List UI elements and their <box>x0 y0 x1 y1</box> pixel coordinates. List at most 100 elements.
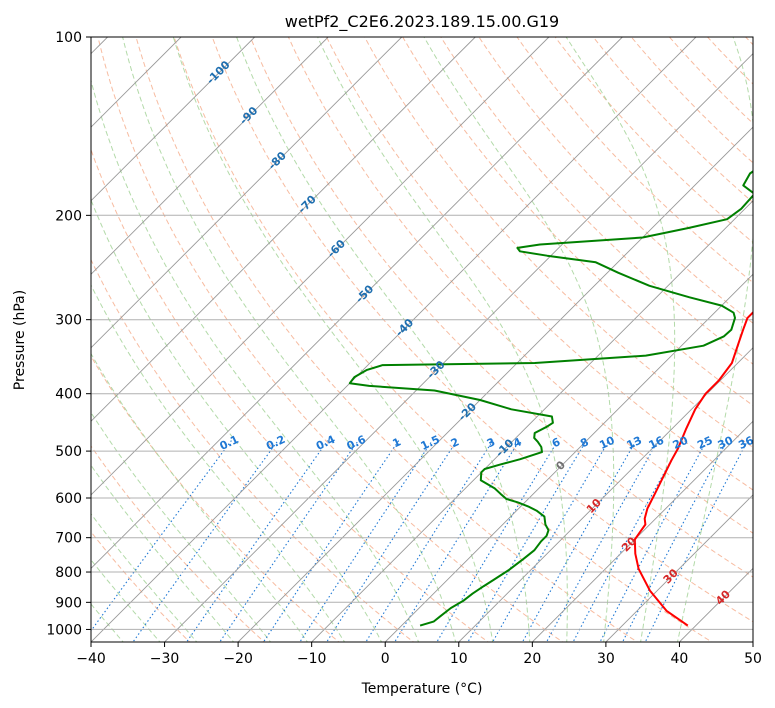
isotherm-line <box>237 126 753 642</box>
mixing-ratio-label: 2 <box>449 435 461 450</box>
dry-adiabat <box>135 37 639 642</box>
mixing-ratio-line <box>436 440 559 642</box>
isotherm-label: 10 <box>584 496 604 516</box>
y-tick-label: 200 <box>55 208 82 224</box>
dry-adiabat <box>744 37 753 46</box>
mixing-ratio-label: 20 <box>671 434 691 452</box>
background-lines <box>91 24 775 645</box>
x-tick-label: 30 <box>597 651 615 667</box>
mixing-ratio-label: 1.5 <box>419 433 442 453</box>
isotherm-label: 40 <box>713 587 733 607</box>
x-tick-label: 0 <box>381 651 390 667</box>
isotherm-label: -70 <box>296 193 319 216</box>
isotherm-line <box>91 37 256 202</box>
mixing-ratio-label: 1 <box>390 435 402 450</box>
mixing-ratio-label: 8 <box>578 435 590 450</box>
mixing-ratio-line <box>545 440 659 642</box>
isotherm-label: -60 <box>325 237 348 260</box>
y-tick-label: 800 <box>55 565 82 581</box>
moist-adiabat <box>91 198 383 642</box>
y-tick-label: 1000 <box>46 622 82 638</box>
moist-adiabat <box>172 37 494 642</box>
dry-adiabat <box>97 37 564 642</box>
dry-adiabat <box>287 37 753 534</box>
isotherm-label: -20 <box>456 400 479 423</box>
x-tick-label: −10 <box>297 651 327 667</box>
dry-adiabat <box>173 37 713 642</box>
mixing-ratio-line <box>644 440 749 642</box>
plot-frame <box>90 36 754 643</box>
isotherm-line <box>311 200 753 642</box>
y-tick-label: 700 <box>55 531 82 547</box>
mixing-ratio-line <box>326 440 458 642</box>
mixing-ratio-label: 13 <box>625 434 644 452</box>
mixing-ratio-line <box>621 440 728 642</box>
moist-adiabat <box>91 352 309 642</box>
x-tick-label: −30 <box>150 651 180 667</box>
mixing-ratio-line <box>365 440 494 642</box>
isoline-labels: -100-90-80-70-60-50-40-30-20-10010203040… <box>204 58 753 608</box>
axis-ticks: −40 −30 −20 −10 0 10 20 30 40 5010020030040050060… <box>46 30 762 667</box>
mixing-ratio-label: 10 <box>597 434 617 452</box>
dry-adiabat <box>440 37 753 365</box>
mixing-ratio-line <box>572 440 683 642</box>
isotherm-label: -80 <box>266 149 289 172</box>
x-tick-label: 50 <box>744 651 762 667</box>
mixing-ratio-label: 0.6 <box>345 433 368 453</box>
mixing-ratio-line <box>185 440 329 642</box>
dry-adiabat <box>91 148 489 642</box>
dry-adiabat <box>771 24 775 645</box>
dry-adiabat <box>630 37 753 164</box>
isotherm-line <box>91 37 403 349</box>
isotherm-label: -100 <box>204 58 233 87</box>
dewpoint-profile-line <box>348 170 753 627</box>
mixing-ratio-line <box>394 440 520 642</box>
isotherm-line <box>752 641 753 642</box>
isotherm-line <box>91 37 476 422</box>
dry-adiabat <box>516 37 753 284</box>
isotherm-line <box>164 52 753 642</box>
moist-adiabat <box>91 283 346 642</box>
x-tick-label: −20 <box>223 651 253 667</box>
isotherm-label: -30 <box>424 358 447 381</box>
isotherm-line <box>458 347 753 642</box>
dry-adiabat <box>325 37 753 491</box>
dry-adiabat <box>249 37 753 578</box>
mixing-ratio-line <box>91 440 232 632</box>
y-tick-label: 900 <box>55 595 82 611</box>
moist-adiabat <box>91 464 235 642</box>
x-tick-label: 20 <box>523 651 541 667</box>
dry-adiabat <box>402 37 753 407</box>
mixing-ratio-label: 25 <box>695 434 714 452</box>
mixing-ratio-label: 30 <box>716 434 736 452</box>
dry-adiabat <box>91 445 265 642</box>
mixing-ratio-line <box>132 440 279 642</box>
x-tick-label: −40 <box>76 651 106 667</box>
isotherm-label: 30 <box>661 566 681 586</box>
isotherm-line <box>679 567 753 642</box>
y-tick-label: 500 <box>55 444 82 460</box>
mixing-ratio-line <box>521 440 637 642</box>
y-axis-title: Pressure (hPa) <box>12 290 28 390</box>
isotherm-line <box>531 420 753 642</box>
grid-lines <box>91 37 753 642</box>
chart-title: wetPf2_C2E6.2023.189.15.00.G19 <box>285 12 559 32</box>
x-axis-title: Temperature (°C) <box>361 681 483 697</box>
mixing-ratio-label: 0.4 <box>314 433 337 453</box>
dry-adiabat <box>592 37 753 204</box>
y-tick-label: 600 <box>55 491 82 507</box>
mixing-ratio-label: 0.1 <box>218 433 241 453</box>
dry-adiabat <box>706 37 753 85</box>
isotherm-line <box>91 37 329 275</box>
dry-adiabat <box>668 37 753 125</box>
mixing-ratio-line <box>599 440 708 642</box>
moist-adiabat <box>91 78 420 642</box>
isotherm-label: 0 <box>553 458 568 473</box>
isotherm-line <box>605 494 753 642</box>
mixing-ratio-line <box>492 440 610 642</box>
moist-adiabat <box>91 411 272 642</box>
y-tick-label: 300 <box>55 313 82 329</box>
isotherm-line <box>91 37 550 496</box>
isotherm-line <box>91 37 623 570</box>
x-tick-label: 10 <box>450 651 468 667</box>
